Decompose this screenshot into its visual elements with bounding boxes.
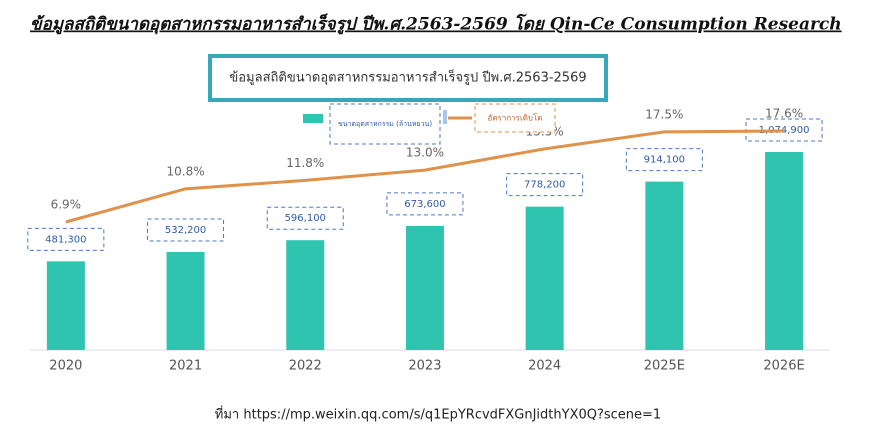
value-label: 17.6% <box>765 107 803 121</box>
legend-marker <box>443 110 447 124</box>
x-tick-label: 2022 <box>289 359 322 374</box>
x-tick-label: 2023 <box>408 359 441 374</box>
bar <box>166 251 205 350</box>
legend-box <box>474 103 556 133</box>
value-label-box <box>625 148 703 172</box>
line <box>65 129 785 224</box>
x-tick-label: 2021 <box>169 359 202 374</box>
legend-swatch <box>303 114 323 123</box>
bar <box>525 206 564 350</box>
legend-label: อัตราการเติบโต <box>488 113 543 123</box>
value-label: 596,100 <box>285 213 326 224</box>
bar <box>405 225 444 350</box>
value-label: 11.8% <box>286 156 324 170</box>
value-label-box <box>27 227 105 251</box>
value-label: 532,200 <box>165 225 206 236</box>
bar <box>765 152 804 350</box>
value-label: 13.0% <box>406 146 444 160</box>
legend-label: ขนาดอุตสาหกรรม (ล้านหยวน) <box>338 120 432 128</box>
value-label: 914,100 <box>644 155 685 166</box>
x-tick-label: 2025E <box>644 359 685 374</box>
value-label-box <box>506 173 584 197</box>
value-label: 481,300 <box>45 234 86 245</box>
legend-box <box>329 103 441 145</box>
bar <box>645 181 684 350</box>
value-label-box <box>266 206 344 230</box>
x-tick-label: 2024 <box>528 359 561 374</box>
value-label: 10.8% <box>166 164 204 178</box>
value-label: 6.9% <box>51 198 82 212</box>
value-label-box <box>386 192 464 216</box>
x-tick-label: 2026E <box>763 359 804 374</box>
value-label-box <box>147 218 225 242</box>
subtitle-box <box>208 54 608 102</box>
value-label: 1,074,900 <box>759 125 810 136</box>
bar <box>286 240 325 350</box>
x-tick-label: 2020 <box>49 359 82 374</box>
value-label: 673,600 <box>404 199 445 210</box>
chart-title: ข้อมูลสถิติขนาดอุตสาหกรรมอาหารสำเร็จรูป … <box>30 13 842 35</box>
chart-subtitle: ข้อมูลสถิติขนาดอุตสาหกรรมอาหารสำเร็จรูป … <box>229 68 586 86</box>
bar <box>46 261 85 350</box>
value-label: 778,200 <box>524 180 565 191</box>
source: ที่มา https://mp.weixin.qq.com/s/q1EpYRc… <box>215 406 661 423</box>
value-label: 17.5% <box>645 107 683 121</box>
